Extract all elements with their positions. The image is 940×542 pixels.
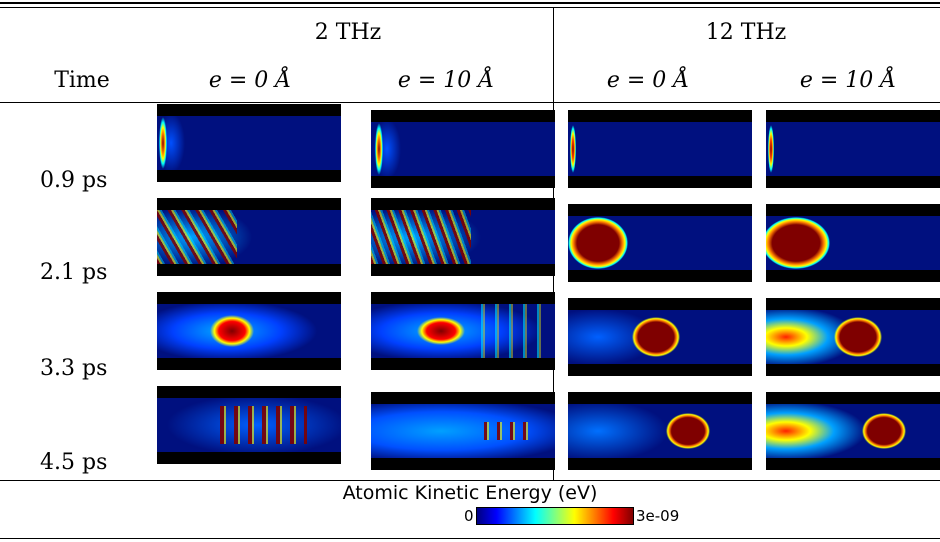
sim-panel-0.9ps-12thz-e0	[568, 110, 752, 188]
row-label-time: 2.1 ps	[40, 260, 108, 285]
sim-panel-4.5ps-2thz-e10	[371, 392, 555, 470]
colorbar-min-label: 0	[464, 507, 474, 525]
row-label-time: 0.9 ps	[40, 168, 108, 193]
sim-panel-4.5ps-12thz-e10	[766, 392, 940, 470]
column-header-12thz-e10: e = 10 Å	[799, 68, 897, 93]
group-header-12thz: 12 THz	[705, 20, 787, 45]
colorbar-title: Atomic Kinetic Energy (eV)	[342, 482, 598, 504]
sim-panel-2.1ps-2thz-e10	[371, 198, 555, 276]
column-header-time: Time	[54, 68, 110, 93]
sim-panel-2.1ps-2thz-e0	[157, 198, 341, 276]
colorbar	[476, 507, 634, 525]
column-header-12thz-e0: e = 0 Å	[606, 68, 690, 93]
sim-panel-4.5ps-2thz-e0	[157, 386, 341, 464]
sim-panel-0.9ps-2thz-e0	[157, 104, 341, 182]
sim-panel-2.1ps-12thz-e10	[766, 204, 940, 282]
top-rule-outer	[0, 2, 940, 4]
row-label-time: 4.5 ps	[40, 450, 108, 475]
sim-panel-3.3ps-2thz-e10	[371, 292, 555, 370]
sim-panel-2.1ps-12thz-e0	[568, 204, 752, 282]
sim-panel-0.9ps-2thz-e10	[371, 110, 555, 188]
sim-panel-0.9ps-12thz-e10	[766, 110, 940, 188]
sim-panel-3.3ps-2thz-e0	[157, 292, 341, 370]
sim-panel-3.3ps-12thz-e0	[568, 298, 752, 376]
top-rule-inner	[0, 7, 940, 8]
colorbar-max-label: 3e-09	[636, 507, 680, 525]
sim-panel-3.3ps-12thz-e10	[766, 298, 940, 376]
sim-panel-4.5ps-12thz-e0	[568, 392, 752, 470]
colorbar-top-rule	[0, 480, 940, 481]
column-header-2thz-e10: e = 10 Å	[397, 68, 495, 93]
column-header-2thz-e0: e = 0 Å	[208, 68, 292, 93]
row-label-time: 3.3 ps	[40, 356, 108, 381]
header-rule	[0, 102, 940, 103]
group-header-2thz: 2 THz	[314, 20, 382, 45]
bottom-rule	[0, 538, 940, 539]
